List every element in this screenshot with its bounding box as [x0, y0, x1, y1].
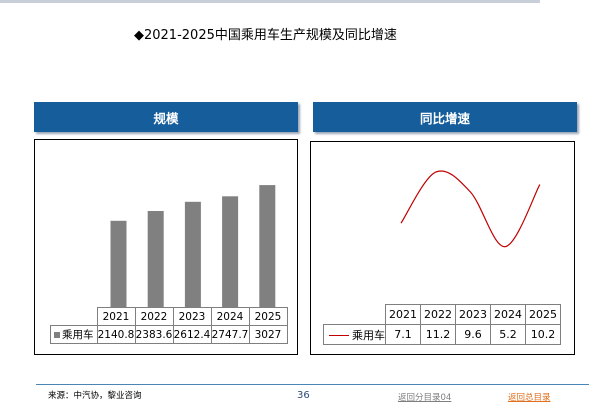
bar-table-header-row: 2021 2022 2023 2024 2025 [50, 307, 288, 326]
growth-line [400, 170, 541, 248]
bar-2025 [259, 185, 276, 307]
page-number: 36 [297, 390, 310, 401]
back-to-main-link[interactable]: 返回总目录 [508, 393, 551, 403]
top-accent-bar [0, 0, 540, 3]
line-year-2023: 2023 [455, 304, 491, 325]
line-value-2024: 5.2 [490, 324, 526, 345]
line-series-name: 乘用车 [352, 328, 385, 342]
bar-table-value-row: 乘用车 2140.8 2383.6 2612.4 2747.7 3027 [50, 325, 288, 344]
source-note: 来源：中汽协，黎业咨询 [48, 391, 142, 401]
bar-series-label: 乘用车 [50, 325, 98, 344]
bar-panel-header: 规模 [34, 102, 298, 132]
bar-2022 [147, 211, 164, 307]
bar-value-2022: 2383.6 [134, 325, 174, 344]
line-table-header-row: 2021 2022 2023 2024 2025 [323, 304, 561, 325]
footer-divider [36, 384, 589, 385]
bar-series-name: 乘用车 [62, 329, 94, 341]
line-series-label: 乘用车 [323, 324, 386, 345]
bar-year-2025: 2025 [248, 307, 288, 326]
line-value-2023: 9.6 [455, 324, 491, 345]
line-table-corner [323, 304, 386, 325]
line-chart-box: 2021 2022 2023 2024 2025 乘用车 7.1 11.2 9.… [310, 141, 575, 355]
bar-2024 [222, 196, 239, 307]
line-year-2022: 2022 [420, 304, 456, 325]
bar-value-2024: 2747.7 [210, 325, 250, 344]
bar-data-table: 2021 2022 2023 2024 2025 乘用车 2140.8 2383… [50, 307, 288, 344]
line-value-2021: 7.1 [385, 324, 421, 345]
line-legend-swatch [329, 335, 349, 336]
bar-value-2023: 2612.4 [172, 325, 212, 344]
bar-chart-box: 2021 2022 2023 2024 2025 乘用车 2140.8 2383… [34, 139, 298, 355]
line-value-2025: 10.2 [525, 324, 561, 345]
slide-title: ◆2021-2025中国乘用车生产规模及同比增速 [134, 28, 397, 43]
bar-table-corner [50, 307, 98, 326]
bar-value-2021: 2140.8 [96, 325, 136, 344]
bar-chart [110, 185, 276, 307]
bar-year-2021: 2021 [96, 307, 136, 326]
bar-year-2023: 2023 [172, 307, 212, 326]
bar-2021 [110, 220, 127, 307]
line-data-table: 2021 2022 2023 2024 2025 乘用车 7.1 11.2 9.… [323, 304, 561, 345]
line-table-value-row: 乘用车 7.1 11.2 9.6 5.2 10.2 [323, 324, 561, 345]
bar-value-2025: 3027 [248, 325, 288, 344]
bar-year-2024: 2024 [210, 307, 250, 326]
line-year-2024: 2024 [490, 304, 526, 325]
bar-2023 [184, 201, 201, 307]
bar-legend-swatch [54, 332, 60, 338]
line-year-2025: 2025 [525, 304, 561, 325]
line-panel-header: 同比增速 [313, 102, 577, 132]
line-year-2021: 2021 [385, 304, 421, 325]
back-to-section-link[interactable]: 返回分目录04 [398, 393, 452, 403]
bar-year-2022: 2022 [134, 307, 174, 326]
line-chart [400, 170, 541, 248]
line-value-2022: 11.2 [420, 324, 456, 345]
